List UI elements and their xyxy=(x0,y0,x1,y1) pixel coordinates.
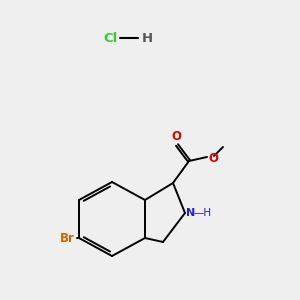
Text: O: O xyxy=(171,130,181,143)
Text: H: H xyxy=(142,32,153,44)
Text: O: O xyxy=(208,152,218,164)
Text: —H: —H xyxy=(194,208,212,218)
Text: Cl: Cl xyxy=(104,32,118,44)
Text: Br: Br xyxy=(60,232,75,244)
Text: N: N xyxy=(186,208,195,218)
